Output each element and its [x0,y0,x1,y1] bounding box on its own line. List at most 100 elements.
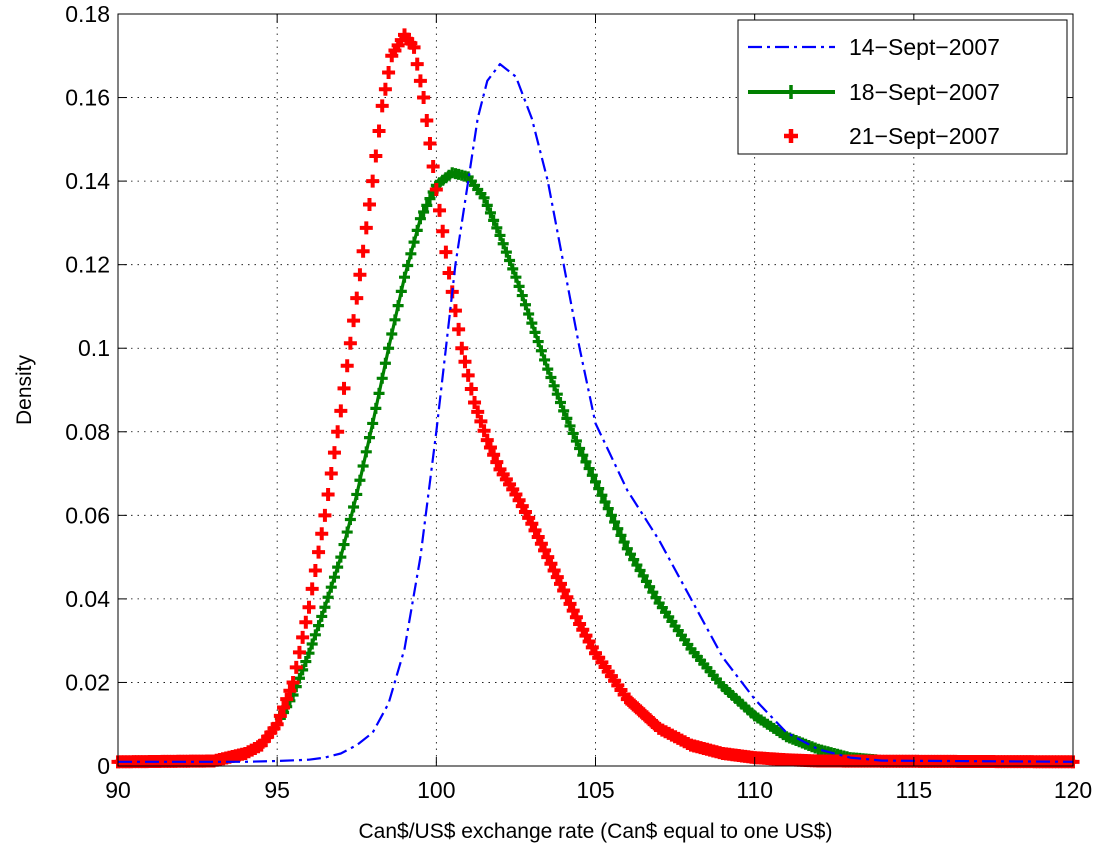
series-marker [375,99,389,113]
series-marker [270,717,284,731]
series-marker [574,442,586,454]
series-marker [615,529,627,541]
series-marker [586,469,598,481]
series-marker [363,432,375,444]
series-marker [319,601,331,613]
series-marker [299,615,313,629]
series-marker [369,149,383,163]
series-marker [277,701,291,715]
series-marker [433,203,447,217]
y-axis-label: Density [13,354,36,425]
x-tick-label: 100 [417,777,455,803]
series-marker [328,571,340,583]
series-marker [532,336,544,348]
series-marker [417,91,431,105]
series-marker [561,412,573,424]
series-marker [550,570,564,584]
series-marker [458,355,472,369]
legend-entry: 14−Sept−2007 [748,34,1000,60]
series-marker [386,328,398,340]
series-marker [273,709,287,723]
y-tick-label: 0.14 [65,168,110,194]
series-marker [357,460,369,472]
series-marker [497,238,509,250]
series-marker [510,271,522,283]
series-marker [563,597,577,611]
series-marker [313,620,325,632]
legend: 14−Sept−2007 18−Sept−2007 21−Sept−2007 [737,19,1068,155]
series-marker [383,342,395,354]
legend-label: 18−Sept−2007 [849,79,1000,105]
x-tick-label: 105 [576,777,614,803]
y-tick-label: 0.18 [65,1,110,27]
series-marker [366,174,380,188]
series-marker [504,254,516,266]
series-marker [421,199,433,211]
series-marker [305,582,319,596]
y-tick-label: 0.1 [78,335,110,361]
series-marker [341,526,353,538]
series-marker [331,425,345,439]
series-marker [513,280,525,292]
series-marker [392,300,404,312]
series-marker [399,271,410,283]
series-marker [567,427,579,439]
series-marker [337,381,351,395]
series-marker [491,222,503,234]
legend-label: 14−Sept−2007 [849,34,1000,60]
series-marker [405,248,417,260]
series-marker [484,207,496,219]
series-marker [306,638,318,650]
series-marker [618,536,630,548]
y-tick-label: 0.04 [65,586,110,612]
series-marker [413,74,427,88]
tick-group: 90 95 100 105 110 115 120 0 0.02 0.04 0.06 0.08 0.1 0… [65,1,1092,803]
x-tick-label: 110 [736,777,773,803]
series-marker [322,591,334,603]
series-marker [292,645,306,659]
series-marker [464,382,478,396]
series-marker [480,433,494,447]
series-marker [354,474,366,486]
series-marker [452,322,466,336]
series-marker [308,563,322,577]
series-marker [526,317,538,329]
series-marker [351,488,363,500]
series-marker [531,530,545,544]
series-marker [528,523,542,537]
series-marker [507,263,519,275]
series-marker [332,561,344,573]
series-marker [318,508,332,522]
series-marker [461,368,475,382]
series-marker [286,675,300,689]
series-marker [309,629,321,641]
series-line [118,62,1074,763]
series-marker [577,449,589,461]
series-marker [547,563,561,577]
series-marker [596,489,608,501]
series-marker [545,371,557,383]
series-marker [529,326,541,338]
series-marker [583,463,595,475]
series-marker [316,610,328,622]
series-marker [367,417,379,429]
series-marker [535,345,547,357]
series-marker [410,57,424,71]
series-marker [560,590,574,604]
y-tick-label: 0.12 [65,252,110,278]
series-marker [500,246,512,258]
series-marker [557,584,571,598]
series-marker [362,198,376,212]
y-tick-label: 0.08 [65,419,110,445]
legend-swatch-marker [784,85,798,99]
series-marker [296,630,310,644]
series-marker [490,455,504,469]
x-tick-label: 90 [105,777,131,803]
legend-label: 21−Sept−2007 [849,123,1000,149]
series-marker [551,388,563,400]
series-marker [344,514,356,526]
series-marker [426,159,440,173]
series-marker [353,268,367,282]
